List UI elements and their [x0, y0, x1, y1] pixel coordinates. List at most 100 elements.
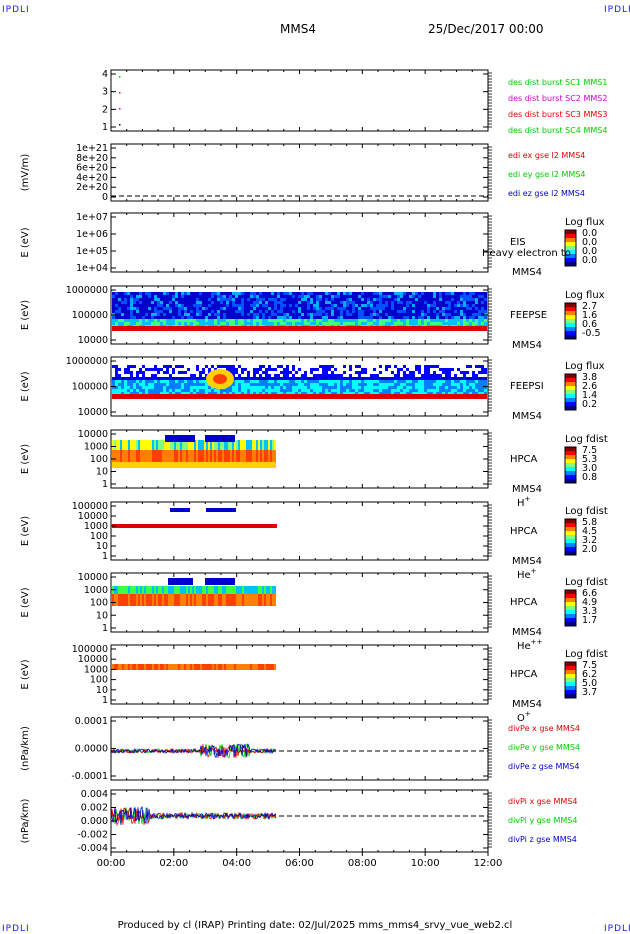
spectrogram-cell [307, 392, 310, 395]
spectrogram-cell [394, 319, 397, 322]
spectrogram-cell [328, 313, 331, 316]
spectrogram-cell [337, 301, 340, 304]
spectrogram-cell [136, 319, 139, 322]
spectrogram-cell [322, 304, 325, 307]
spectrogram-cell [142, 392, 145, 395]
spectrogram-cell [268, 292, 271, 295]
spectrogram-cell [370, 322, 373, 325]
spectrogram-cell [445, 304, 448, 307]
spectrogram-cell [367, 316, 370, 319]
spectrogram-cell [133, 316, 136, 319]
spectrogram-cell [421, 386, 424, 389]
spectrogram-cell [124, 440, 126, 450]
spectrogram-cell [127, 298, 130, 301]
spectrogram-cell [364, 389, 367, 392]
spectrogram-cell [313, 316, 316, 319]
spectrogram-cell [340, 292, 343, 295]
spectrogram-cell [118, 377, 121, 380]
spectrogram-cell [208, 295, 211, 298]
spectrogram-cell [187, 301, 190, 304]
spectrogram-cell [436, 295, 439, 298]
spectrogram-cell [188, 450, 190, 462]
spectrogram-cell [430, 292, 433, 295]
spectrogram-cell [266, 462, 268, 468]
spectrogram-cell [478, 380, 481, 383]
spectrogram-cell [325, 374, 328, 377]
spectrogram-cell [430, 392, 433, 395]
colorbar-segment [565, 246, 576, 250]
spectrogram-cell [202, 392, 205, 395]
spectrogram-cell [187, 377, 190, 380]
spectrogram-cell [256, 383, 259, 386]
spectrogram-cell [391, 389, 394, 392]
spectrogram-cell [370, 304, 373, 307]
spectrogram-cell [280, 389, 283, 392]
spectrogram-cell [481, 371, 484, 374]
spectrogram-cell [454, 292, 457, 295]
spectrogram-cell [295, 295, 298, 298]
spectrogram-cell [145, 295, 148, 298]
spectrogram-cell [232, 371, 235, 374]
spectrogram-cell [130, 292, 133, 295]
spectrogram-cell [352, 383, 355, 386]
spectrogram-cell [262, 310, 265, 313]
spectrogram-cell [403, 310, 406, 313]
spectrogram-cell [328, 386, 331, 389]
spectrogram-cell [244, 389, 247, 392]
spectrogram-cell [298, 377, 301, 380]
spectrogram-cell [451, 295, 454, 298]
spectrogram-patch [168, 578, 193, 585]
spectrogram-cell [250, 383, 253, 386]
spectrogram-cell [115, 316, 118, 319]
spectrogram-cell [136, 462, 138, 468]
spectrogram-cell [316, 310, 319, 313]
spectrogram-cell [262, 295, 265, 298]
y-tick-label: 8e+20 [76, 153, 108, 164]
spectrogram-cell [337, 380, 340, 383]
spectrogram-cell [226, 386, 229, 389]
spectrogram-cell [200, 450, 202, 462]
spectrogram-cell [415, 392, 418, 395]
spectrogram-cell [334, 310, 337, 313]
spectrogram-cell [194, 440, 196, 450]
spectrogram-cell [199, 383, 202, 386]
spectrogram-cell [226, 440, 228, 450]
spectrogram-cell [484, 322, 487, 325]
spectrogram-cell [391, 386, 394, 389]
spectrogram-cell [172, 298, 175, 301]
spectrogram-cell [210, 462, 212, 468]
spectrogram-cell [424, 319, 427, 322]
spectrogram-cell [230, 450, 232, 462]
spectrogram-cell [376, 377, 379, 380]
spectrogram-cell [216, 450, 218, 462]
spectrogram-cell [400, 322, 403, 325]
colorbar-segment [565, 451, 576, 455]
spectrogram-cell [442, 316, 445, 319]
spectrogram-cell [361, 386, 364, 389]
spectrogram-cell [199, 298, 202, 301]
spectrogram-cell [198, 450, 200, 462]
spectrogram-cell [228, 586, 230, 594]
spectrogram-cell [130, 307, 133, 310]
spectrogram-cell [337, 298, 340, 301]
spectrogram-cell [216, 440, 218, 450]
spectrogram-cell [427, 380, 430, 383]
spectrogram-cell [166, 304, 169, 307]
spectrogram-cell [241, 377, 244, 380]
spectrogram-cell [433, 301, 436, 304]
spectrogram-cell [391, 383, 394, 386]
spectrogram-cell [286, 383, 289, 386]
spectrogram-cell [118, 310, 121, 313]
spectrogram-cell [472, 374, 475, 377]
spectrogram-cell [376, 295, 379, 298]
spectrogram-cell [193, 322, 196, 325]
spectrogram-cell [457, 313, 460, 316]
spectrogram-cell [112, 322, 115, 325]
spectrogram-cell [349, 383, 352, 386]
spectrogram-cell [127, 389, 130, 392]
spectrogram-cell [232, 313, 235, 316]
spectrogram-cell [150, 594, 152, 606]
spectrogram-cell [478, 322, 481, 325]
spectrogram-cell [385, 377, 388, 380]
spectrogram-cell [214, 664, 216, 670]
